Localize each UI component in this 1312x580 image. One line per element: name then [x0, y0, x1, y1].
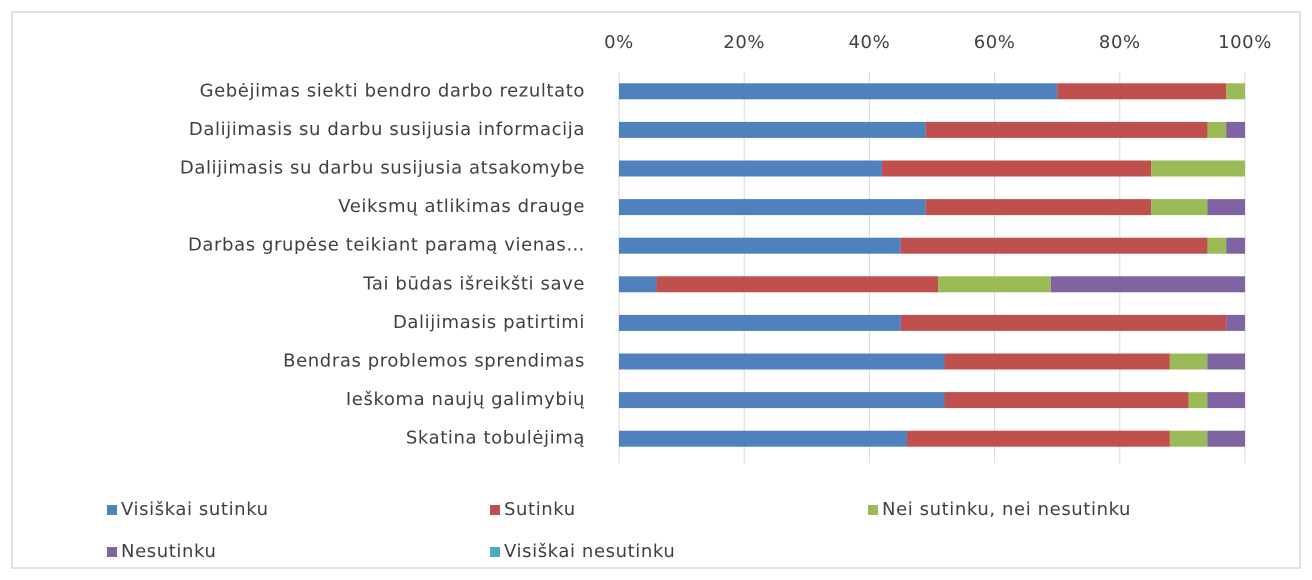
bar-segment [1226, 314, 1245, 331]
bar-segment [656, 276, 939, 293]
y-tick-label: Skatina tobulėjimą [406, 428, 585, 449]
bar-segment [1207, 199, 1245, 216]
bar-segment [619, 121, 926, 138]
bar-segment [1207, 430, 1245, 447]
bar-segment [1050, 276, 1245, 293]
legend-swatch [490, 505, 500, 515]
legend-swatch [490, 547, 500, 557]
bar-segment [619, 353, 945, 370]
bar-segment [1226, 121, 1245, 138]
bar-segment [1226, 237, 1245, 254]
y-tick-label: Ieškoma naujų galimybių [346, 389, 585, 410]
bar-segment [900, 314, 1227, 331]
bar-segment [1207, 237, 1227, 254]
legend-label: Visiškai sutinku [121, 499, 269, 520]
bar-segment [1057, 83, 1227, 100]
bar-segment [1169, 430, 1208, 447]
legend-swatch [107, 547, 117, 557]
legend-label: Sutinku [504, 499, 576, 520]
legend-swatch [107, 505, 117, 515]
y-tick-label: Tai būdas išreikšti save [362, 273, 585, 294]
bar-segment [1226, 83, 1245, 100]
legend-label: Visiškai nesutinku [504, 541, 675, 562]
bar-segment [1151, 199, 1208, 216]
y-tick-label: Gebėjimas siekti bendro darbo rezultato [200, 80, 585, 101]
bar-segment [619, 237, 901, 254]
y-tick-label: Veiksmų atlikimas drauge [338, 196, 585, 217]
legend-label: Nesutinku [121, 541, 216, 562]
x-tick-label: 60% [974, 32, 1016, 53]
bar-segment [906, 430, 1170, 447]
bar-segment [1207, 121, 1227, 138]
y-tick-label: Bendras problemos sprendimas [283, 351, 585, 372]
legend-swatch [868, 505, 878, 515]
bar-segment [938, 276, 1051, 293]
bar-segment [619, 199, 926, 216]
bar-segment [944, 392, 1189, 409]
x-tick-label: 20% [723, 32, 765, 53]
x-tick-label: 80% [1099, 32, 1141, 53]
bar-segment [944, 353, 1170, 370]
y-tick-label: Dalijimasis patirtimi [393, 312, 585, 333]
bar-segment [1207, 353, 1245, 370]
bar-segment [925, 121, 1208, 138]
x-tick-label: 100% [1218, 32, 1272, 53]
x-tick-label: 40% [848, 32, 890, 53]
bar-segment [619, 276, 657, 293]
bar-segment [1188, 392, 1208, 409]
bar-segment [619, 160, 882, 177]
bar-segment [619, 314, 901, 331]
bar-segment [619, 83, 1058, 100]
bar-segment [900, 237, 1208, 254]
legend-label: Nei sutinku, nei nesutinku [882, 499, 1131, 520]
bar-segment [1151, 160, 1245, 177]
y-tick-label: Dalijimasis su darbu susijusia informaci… [189, 119, 585, 140]
bar-segment [619, 430, 907, 447]
y-tick-label: Dalijimasis su darbu susijusia atsakomyb… [180, 158, 585, 179]
bar-segment [619, 392, 945, 409]
bar-segment [1169, 353, 1208, 370]
bar-segment [1207, 392, 1245, 409]
bar-segment [925, 199, 1152, 216]
bar-segment [881, 160, 1152, 177]
y-tick-label: Darbas grupėse teikiant paramą vienas… [188, 235, 585, 256]
x-tick-label: 0% [604, 32, 634, 53]
